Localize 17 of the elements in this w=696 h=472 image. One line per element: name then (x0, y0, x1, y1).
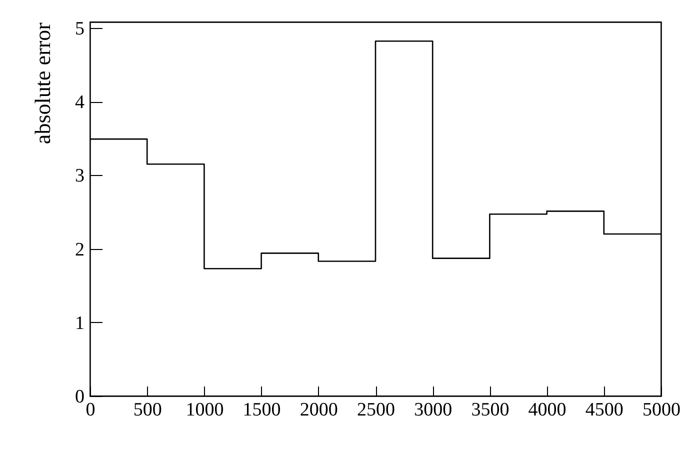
y-axis-title: absolute error (30, 22, 55, 144)
x-tick-label: 3000 (414, 400, 452, 420)
y-tick-label: 4 (75, 92, 85, 114)
y-tick-label: 3 (75, 166, 84, 187)
x-tick-label: 500 (133, 400, 162, 420)
y-tick-label: 1 (75, 312, 84, 334)
y-tick-label: 2 (75, 239, 84, 260)
x-tick-label: 5000 (642, 400, 680, 420)
x-tick-label: 1500 (242, 400, 281, 420)
x-tick-label: 2500 (357, 400, 395, 420)
y-tick-label: 0 (75, 386, 84, 408)
x-tick-label: 2000 (300, 400, 338, 420)
x-tick-label: 4000 (528, 400, 566, 420)
y-tick-label: 5 (75, 18, 84, 40)
x-tick-label: 3500 (471, 400, 510, 420)
x-tick-label: 4500 (585, 400, 624, 420)
x-tick-label: 1000 (186, 400, 224, 420)
